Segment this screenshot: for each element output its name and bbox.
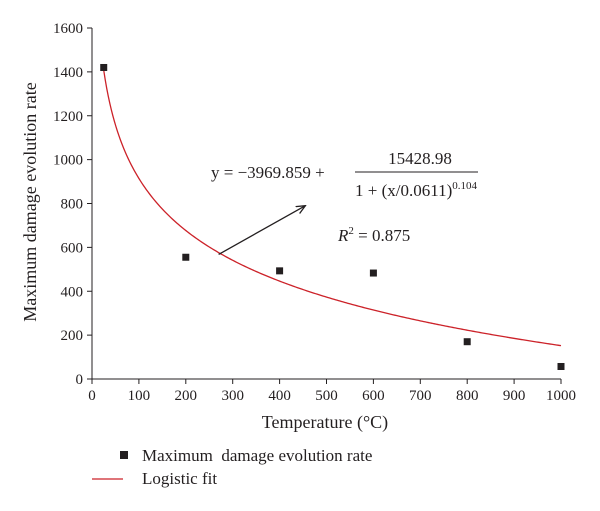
annotation-arrow [218, 206, 306, 255]
fit-layer [103, 70, 562, 347]
x-tick-label: 100 [128, 388, 151, 404]
x-tick-label: 0 [88, 388, 96, 404]
y-tick-label: 1000 [53, 153, 83, 169]
equation-numerator: 15428.98 [388, 149, 452, 168]
y-tick-label: 1600 [53, 21, 83, 37]
y-tick-label: 800 [61, 197, 84, 213]
y-axis-title: Maximum damage evolution rate [20, 82, 40, 321]
y-tick-label: 200 [61, 328, 84, 344]
data-point [182, 253, 190, 261]
x-tick-label: 700 [409, 388, 432, 404]
x-tick-label: 200 [175, 388, 198, 404]
r-squared-annotation: R2 = 0.875 [337, 225, 410, 245]
data-point [369, 269, 377, 277]
equation-lhs: y = −3969.859 + [211, 163, 325, 182]
equation-denominator-exponent: 0.104 [452, 180, 477, 192]
fit-curve [103, 70, 562, 347]
r2-label: R [337, 226, 349, 245]
r2-superscript: 2 [348, 225, 354, 237]
x-tick-label: 1000 [546, 388, 576, 404]
y-tick-label: 1200 [53, 109, 83, 125]
equation-denominator: 1 + (x/0.0611)0.104 [355, 180, 478, 200]
x-tick-label: 400 [268, 388, 291, 404]
y-tick-label: 400 [61, 284, 84, 300]
legend: Maximum damage evolution rate Logistic f… [92, 446, 372, 488]
data-point [100, 63, 108, 71]
x-tick-label: 300 [221, 388, 244, 404]
x-axis-title: Temperature (°C) [262, 412, 388, 433]
svg-text:R2 = 0.875: R2 = 0.875 [337, 225, 410, 245]
data-point [557, 362, 565, 370]
x-tick-label: 500 [315, 388, 338, 404]
x-tick-label: 600 [362, 388, 385, 404]
x-tick-label: 800 [456, 388, 479, 404]
data-point [276, 267, 284, 275]
r2-value: = 0.875 [354, 226, 410, 245]
legend-label-points: Maximum damage evolution rate [142, 446, 372, 465]
points-layer [100, 63, 565, 370]
y-tick-label: 0 [76, 372, 84, 388]
legend-marker-square [120, 451, 128, 459]
y-tick-label: 1400 [53, 65, 83, 81]
x-tick-label: 900 [503, 388, 526, 404]
axes: 0 100 200 300 400 500 600 700 800 900 1000 0 200 400 6… [53, 21, 576, 404]
y-tick-label: 600 [61, 240, 84, 256]
fit-equation: y = −3969.859 + 15428.98 1 + (x/0.0611)0… [211, 149, 478, 200]
legend-label-fit: Logistic fit [142, 469, 217, 488]
equation-denominator-base: 1 + (x/0.0611) [355, 181, 452, 200]
data-point [463, 338, 471, 346]
